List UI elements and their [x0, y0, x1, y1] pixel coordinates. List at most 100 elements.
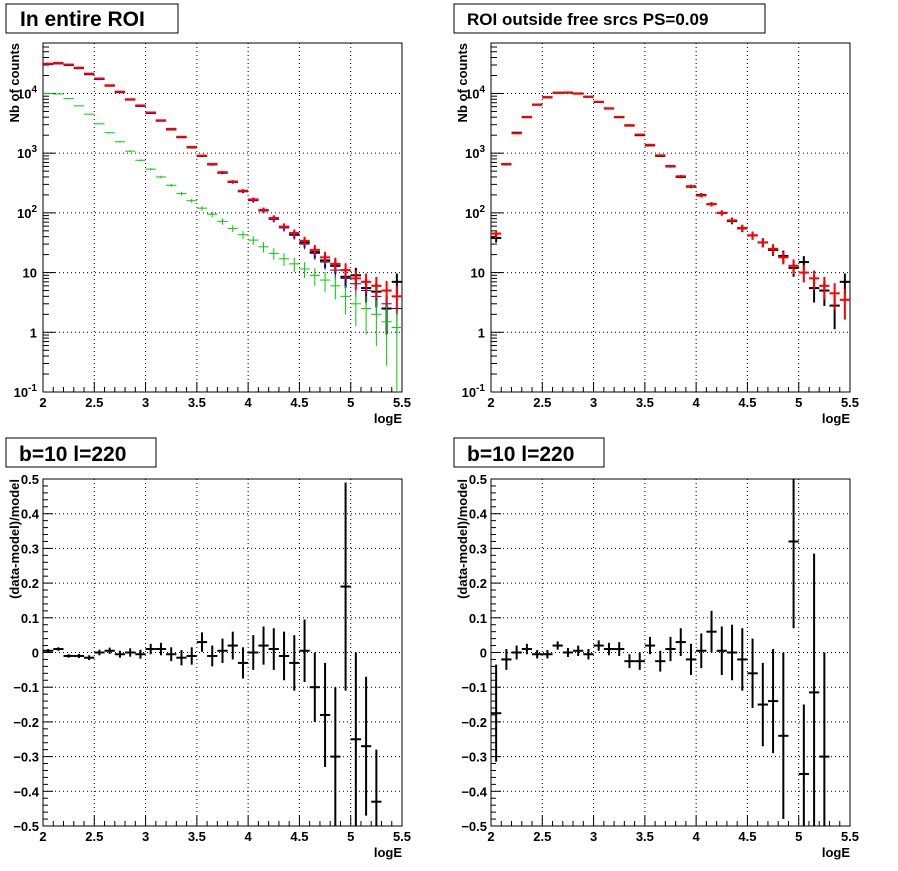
x-tick-label: 3 [142, 829, 149, 844]
y-tick-label: −0.1 [461, 680, 487, 695]
x-tick-label: 3.5 [636, 395, 654, 410]
x-tick-label: 4 [693, 829, 701, 844]
title-box [453, 437, 605, 468]
data-point [196, 154, 208, 157]
data-point [685, 643, 697, 676]
y-tick-label: −0.4 [13, 784, 39, 799]
data-point [675, 628, 686, 656]
data-point [716, 210, 727, 216]
data-point [747, 231, 758, 240]
data-point [644, 636, 656, 655]
data-point [778, 251, 789, 265]
data-point [798, 265, 809, 283]
data-point [391, 310, 402, 391]
data-point [839, 288, 850, 320]
data-point [166, 647, 177, 662]
data-point [268, 248, 279, 260]
x-tick-label: 4 [245, 829, 253, 844]
data-point [726, 624, 738, 681]
data-point [360, 676, 372, 816]
data-point [808, 270, 820, 290]
data-point [217, 171, 228, 174]
data-point [237, 231, 249, 240]
x-tick-label: 2.5 [533, 829, 551, 844]
data-point [135, 159, 146, 162]
x-tick-label: 5 [347, 829, 354, 844]
data-point [248, 635, 259, 670]
data-point [757, 238, 768, 248]
x-tick-label: 5.5 [393, 829, 411, 844]
data-point [614, 642, 625, 656]
data-point [186, 198, 197, 203]
x-tick-label: 5 [347, 395, 354, 410]
data-point [104, 132, 115, 134]
y-tick-label: −0.2 [13, 715, 39, 730]
y-tick-label: 0.4 [469, 507, 488, 522]
y-tick-label: 0 [32, 646, 39, 661]
data-point [114, 141, 126, 143]
data-point [350, 652, 361, 826]
data-point [155, 642, 167, 656]
x-tick-label: 3 [590, 829, 597, 844]
data-point [125, 648, 136, 657]
x-tick-label: 4.5 [290, 395, 308, 410]
data-point [491, 229, 502, 238]
data-point [757, 662, 768, 747]
data-point [665, 636, 676, 662]
data-point [767, 244, 779, 255]
x-tick-label: 2 [487, 829, 494, 844]
data-point [43, 649, 54, 653]
y-tick-label: −0.4 [461, 784, 487, 799]
x-tick-label: 3 [590, 395, 597, 410]
x-tick-label: 5.5 [393, 395, 411, 410]
data-point [716, 626, 727, 676]
y-tick-label: 103 [465, 144, 485, 161]
x-tick-label: 2.5 [85, 829, 103, 844]
y-tick-label: 0.5 [469, 472, 487, 487]
data-point [778, 652, 789, 820]
title-box [5, 3, 179, 34]
panel-residual-left: b=10 l=220 2 2.5 3 3.5 4 4.5 5 5.5 −0.5 −0.4 −0.3 −… [5, 437, 411, 860]
data-point [155, 175, 167, 179]
data-point [217, 218, 228, 225]
data-point [207, 162, 218, 165]
data-point [84, 655, 95, 661]
data-point [511, 645, 522, 660]
data-point [511, 132, 522, 135]
data-point [685, 184, 697, 188]
data-point [808, 553, 820, 826]
data-point [299, 619, 310, 682]
data-point [819, 276, 830, 300]
y-tick-label: −0.3 [461, 750, 487, 765]
data-point [381, 306, 392, 366]
y-tick-label: 102 [465, 204, 485, 221]
data-point [655, 650, 666, 672]
data-point [665, 164, 676, 168]
data-point [542, 650, 553, 659]
x-tick-label: 5 [795, 829, 802, 844]
panel-title: b=10 l=220 [19, 443, 126, 466]
x-axis-label: logE [374, 845, 402, 860]
y-tick-label: 1 [478, 325, 485, 340]
data-point [696, 193, 707, 198]
data-point [248, 197, 259, 202]
data-point [330, 276, 341, 300]
data-point [634, 133, 645, 136]
x-tick-label: 2 [39, 829, 46, 844]
data-point [319, 662, 331, 768]
data-point [371, 300, 382, 347]
y-tick-label: 0 [480, 646, 487, 661]
x-tick-label: 4.5 [738, 395, 756, 410]
data-point [145, 643, 156, 655]
data-point [309, 652, 320, 722]
panel-counts-outside-free-srcs: ROI outside free srcs PS=0.09 2 2.5 3 3.5 4 4… [453, 3, 859, 426]
data-point [114, 650, 126, 658]
x-tick-label: 3.5 [636, 829, 654, 844]
data-point [340, 285, 351, 315]
y-tick-label: 10 [471, 266, 485, 281]
data-point [552, 641, 563, 650]
x-tick-label: 3.5 [188, 395, 206, 410]
y-tick-label: 10 [23, 266, 37, 281]
data-point [176, 191, 187, 196]
data-point [747, 638, 758, 709]
